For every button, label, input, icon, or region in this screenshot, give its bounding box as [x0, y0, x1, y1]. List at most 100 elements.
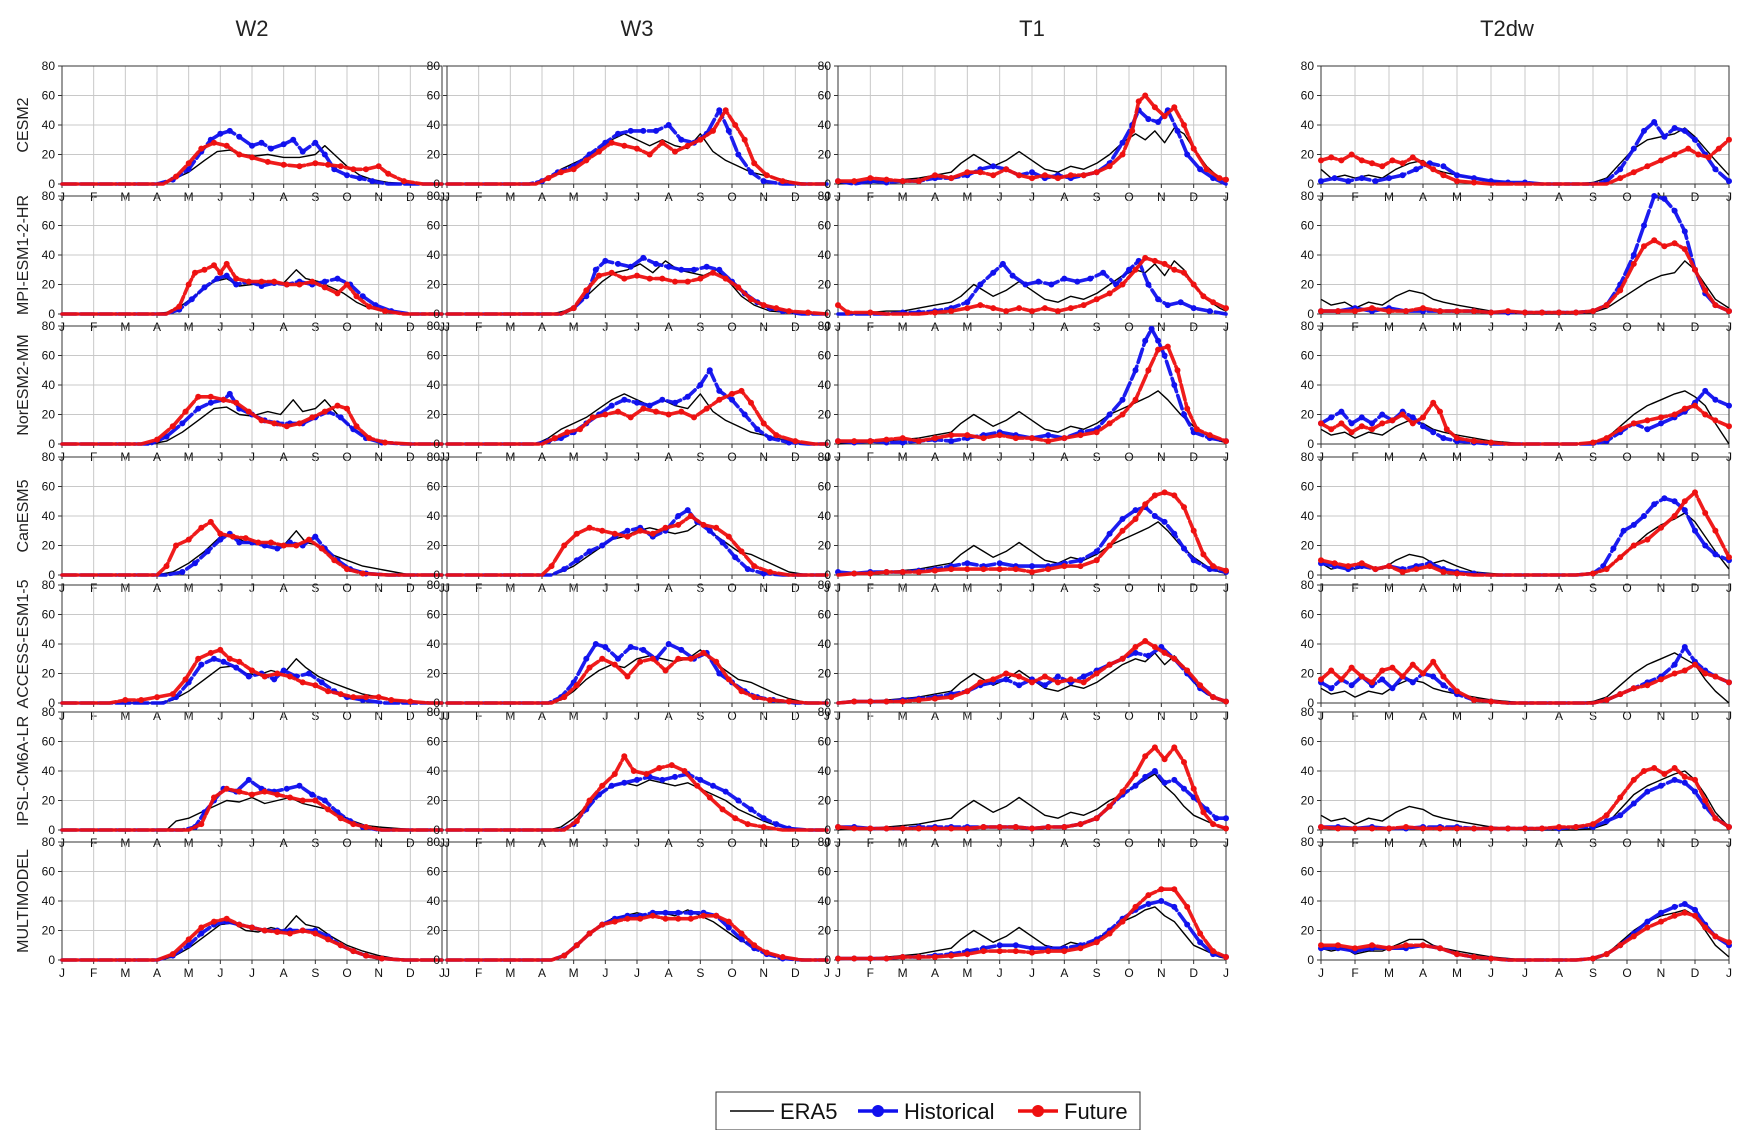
data-point-future [1420, 160, 1426, 167]
data-point-future [805, 309, 811, 316]
data-point-future [363, 694, 369, 701]
y-tick-label: 20 [1301, 408, 1315, 422]
data-point-future [207, 393, 214, 400]
data-point-historical [1471, 175, 1477, 182]
data-point-historical [948, 438, 955, 445]
data-point-future [1420, 670, 1426, 677]
data-point-future [1223, 954, 1229, 960]
series-points-future [198, 785, 369, 830]
data-point-historical [290, 136, 297, 143]
y-tick-label: 60 [818, 349, 832, 363]
data-point-future [226, 655, 233, 662]
data-point-historical [1358, 175, 1365, 182]
data-point-future [1471, 308, 1477, 315]
data-point-future [350, 821, 357, 828]
data-point-future [1413, 566, 1420, 573]
data-point-future [388, 697, 395, 703]
series-points-future [548, 513, 773, 575]
data-point-historical [1171, 382, 1178, 388]
data-point-future [1443, 426, 1450, 433]
data-point-historical [653, 127, 659, 134]
data-point-future [835, 955, 841, 962]
series-line-future [1319, 400, 1731, 446]
data-point-future [1471, 954, 1477, 960]
data-point-future [1080, 679, 1087, 686]
data-point-future [899, 569, 906, 575]
data-point-future [1454, 570, 1460, 577]
data-point-future [1352, 945, 1358, 952]
data-point-future [1119, 918, 1126, 925]
data-point-future [586, 664, 593, 671]
data-point-historical [1074, 278, 1081, 285]
data-point-historical [735, 151, 742, 158]
y-tick-label: 80 [427, 578, 441, 592]
data-point-historical [1712, 551, 1719, 558]
data-point-future [980, 824, 987, 830]
data-point-historical [1106, 411, 1113, 418]
y-tick-label: 60 [42, 865, 56, 879]
data-point-future [1437, 408, 1443, 415]
data-point-historical [1061, 275, 1068, 282]
data-point-future [1617, 287, 1624, 294]
data-point-future [350, 948, 357, 955]
column-title-w2: W2 [236, 16, 269, 41]
data-point-historical [964, 560, 971, 567]
data-point-future [621, 753, 628, 760]
data-point-future [1386, 825, 1392, 832]
data-point-historical [185, 942, 192, 949]
data-point-future [751, 563, 758, 570]
y-tick-label: 40 [427, 118, 441, 132]
data-point-future [1440, 569, 1447, 575]
data-point-historical [356, 175, 363, 182]
y-tick-label: 20 [427, 278, 441, 292]
data-point-historical [1692, 527, 1698, 534]
data-point-historical [1190, 305, 1197, 312]
data-point-future [725, 918, 732, 925]
series-points-historical [570, 771, 792, 832]
data-point-historical [1029, 563, 1035, 570]
data-point-future [1054, 308, 1061, 315]
data-point-historical [640, 254, 647, 261]
data-point-future [201, 266, 208, 273]
data-point-future [1430, 166, 1437, 173]
data-point-future [331, 557, 338, 564]
data-point-future [915, 954, 922, 960]
data-point-future [738, 930, 745, 937]
legend-label-era5: ERA5 [780, 1099, 837, 1124]
data-point-future [1318, 942, 1324, 949]
series-points-future [1318, 765, 1732, 832]
y-tick-label: 20 [42, 408, 56, 422]
data-point-future [1692, 489, 1698, 496]
data-point-historical [999, 260, 1006, 267]
data-point-future [1702, 510, 1709, 516]
data-point-future [883, 176, 890, 183]
data-point-future [1712, 527, 1719, 534]
data-point-future [990, 676, 997, 683]
data-point-future [1644, 924, 1651, 931]
y-tick-label: 40 [427, 509, 441, 523]
series-points-future [163, 518, 366, 577]
data-point-future [173, 173, 179, 180]
series-points-future [173, 139, 407, 185]
data-point-future [198, 924, 205, 931]
data-point-future [1061, 948, 1068, 955]
y-tick-label: 80 [818, 578, 832, 592]
data-point-future [1171, 744, 1178, 751]
data-point-future [185, 936, 192, 943]
x-tick-label: A [931, 966, 939, 980]
data-point-historical [599, 542, 606, 549]
data-point-future [1692, 661, 1698, 668]
y-tick-label: 0 [48, 696, 55, 710]
data-point-future [1161, 260, 1168, 267]
data-point-future [1590, 570, 1596, 577]
data-point-future [1155, 346, 1162, 353]
data-point-future [643, 771, 650, 777]
data-point-historical [1692, 906, 1698, 913]
data-point-historical [1213, 815, 1220, 822]
data-point-future [932, 309, 938, 316]
data-point-future [1041, 305, 1048, 312]
data-point-historical [990, 269, 997, 276]
data-point-future [932, 172, 938, 179]
x-tick-label: A [153, 966, 161, 980]
